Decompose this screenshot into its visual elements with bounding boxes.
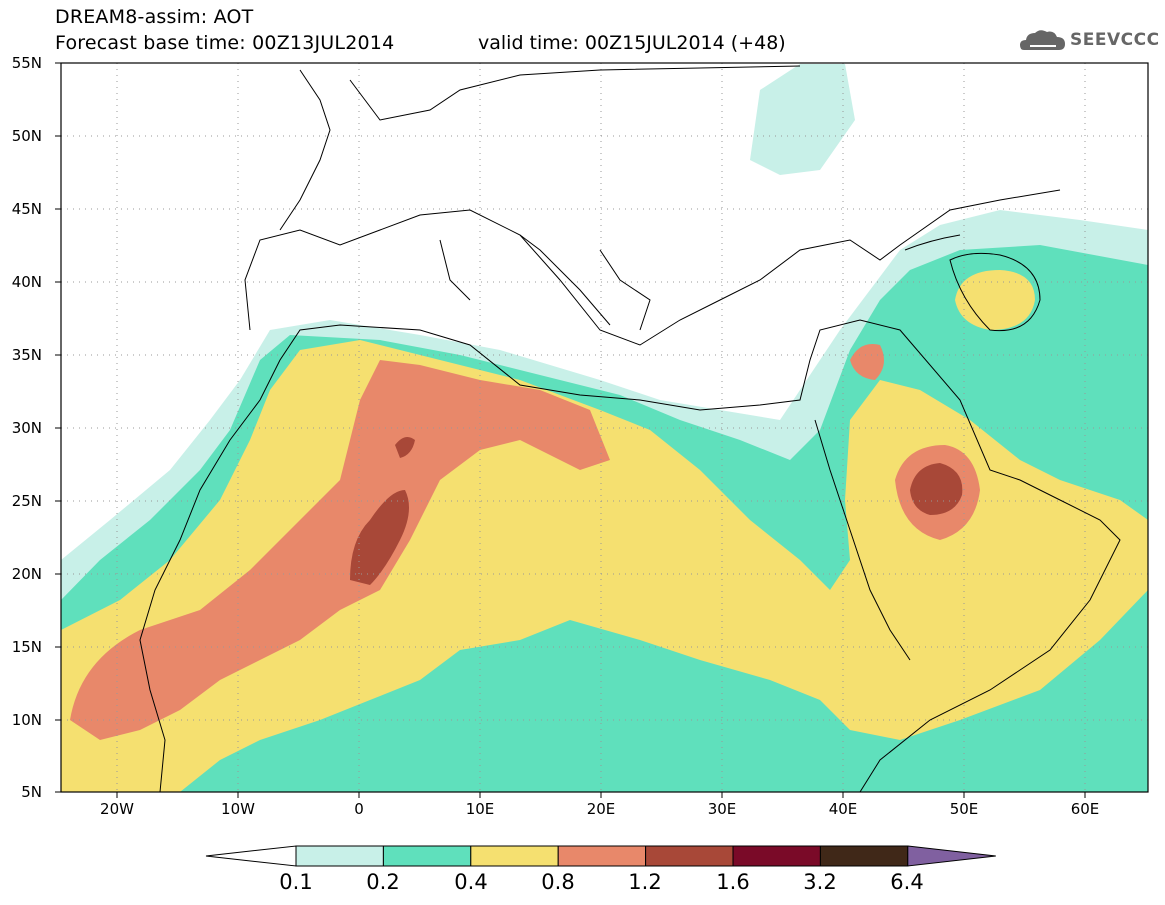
aot-band-0.8 xyxy=(70,360,610,740)
seevccc-logo: SEEVCCC xyxy=(1018,24,1160,60)
aot-band-0.4-caspian xyxy=(955,270,1035,330)
lon-label-20e: 20E xyxy=(586,800,616,818)
lon-label-50e: 50E xyxy=(949,800,979,818)
aot-fields xyxy=(61,64,1148,792)
lon-label-30e: 30E xyxy=(707,800,737,818)
forecast-base-time: Forecast base time: 00Z13JUL2014 xyxy=(55,32,395,54)
colorbar-label-0.8: 0.8 xyxy=(541,870,575,894)
coastlines xyxy=(139,65,1121,792)
lat-label-35n: 35N xyxy=(11,346,42,364)
cloud-icon xyxy=(1020,30,1065,50)
lat-label-50n: 50N xyxy=(11,127,42,145)
lat-label-55n: 55N xyxy=(11,54,42,72)
lat-label-15n: 15N xyxy=(11,638,42,656)
aot-band-1.2-arabia xyxy=(910,463,963,515)
lat-label-40n: 40N xyxy=(11,273,42,291)
aot-band-1.2 xyxy=(350,436,415,585)
colorbar-label-1.6: 1.6 xyxy=(716,870,750,894)
colorbar-label-0.4: 0.4 xyxy=(454,870,488,894)
lon-label-20w: 20W xyxy=(100,800,134,818)
colorbar-label-6.4: 6.4 xyxy=(890,870,924,894)
valid-time: valid time: 00Z15JUL2014 (+48) xyxy=(478,32,786,54)
colorbar-label-0.2: 0.2 xyxy=(366,870,400,894)
map-title: DREAM8-assim: AOT xyxy=(55,6,254,28)
lon-label-10e: 10E xyxy=(465,800,495,818)
lon-label-0: 0 xyxy=(354,800,364,818)
lon-label-40e: 40E xyxy=(828,800,858,818)
aot-band-0.4 xyxy=(61,340,1148,792)
axis-ticks xyxy=(55,62,1086,798)
logo-text: SEEVCCC xyxy=(1070,30,1160,50)
lat-label-10n: 10N xyxy=(11,711,42,729)
lon-label-60e: 60E xyxy=(1070,800,1100,818)
lat-label-25n: 25N xyxy=(11,492,42,510)
lat-label-20n: 20N xyxy=(11,565,42,583)
lat-label-45n: 45N xyxy=(11,200,42,218)
colorbar-label-0.1: 0.1 xyxy=(279,870,313,894)
lat-label-30n: 30N xyxy=(11,419,42,437)
colorbar-label-3.2: 3.2 xyxy=(803,870,837,894)
lon-label-10w: 10W xyxy=(221,800,255,818)
lat-label-5n: 5N xyxy=(21,783,42,801)
colorbar-label-1.2: 1.2 xyxy=(628,870,662,894)
